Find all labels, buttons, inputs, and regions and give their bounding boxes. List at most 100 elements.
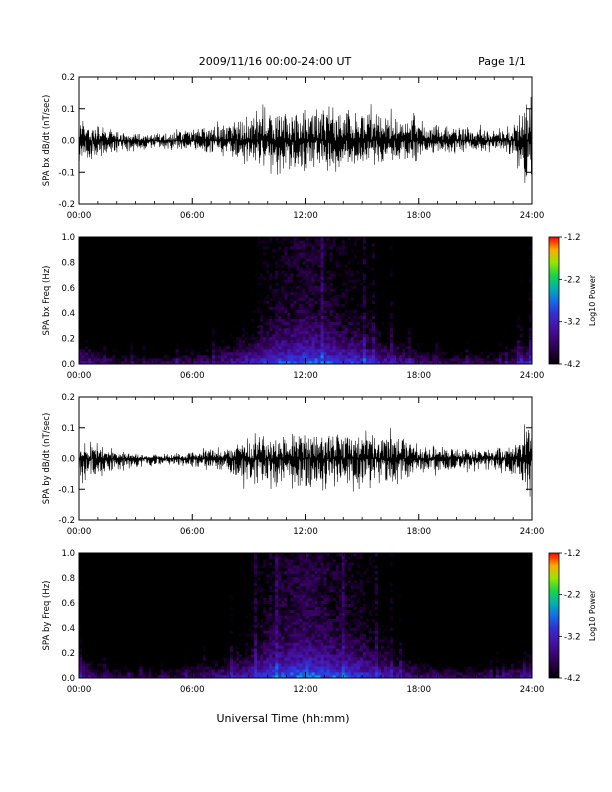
heatmap-cell xyxy=(254,339,258,344)
heatmap-cell xyxy=(308,300,312,304)
heatmap-cell xyxy=(263,261,267,265)
heatmap-cell xyxy=(193,333,198,338)
heatmap-cell xyxy=(290,348,294,353)
heatmap-cell xyxy=(242,288,246,292)
heatmap-cell xyxy=(384,315,388,320)
heatmap-cell xyxy=(272,327,276,332)
heatmap-cell xyxy=(211,348,216,353)
heatmap-cell xyxy=(94,261,98,265)
heatmap-cell xyxy=(115,264,119,268)
heatmap-cell xyxy=(408,249,412,253)
heatmap-cell xyxy=(359,312,364,317)
heatmap-cell xyxy=(411,360,415,365)
heatmap-cell xyxy=(127,282,131,286)
heatmap-cell xyxy=(338,327,343,332)
heatmap-cell xyxy=(311,246,315,250)
heatmap-cell xyxy=(257,237,261,241)
heatmap-cell xyxy=(254,255,258,259)
heatmap-cell xyxy=(91,333,95,338)
heatmap-cell xyxy=(169,285,174,289)
heatmap-cell xyxy=(154,351,158,356)
heatmap-cell xyxy=(429,252,433,256)
heatmap-cell xyxy=(175,339,180,344)
heatmap-cell xyxy=(420,354,424,359)
heatmap-cell xyxy=(332,327,337,332)
heatmap-cell xyxy=(405,264,409,268)
heatmap-cell xyxy=(178,351,183,356)
heatmap-cell xyxy=(142,282,146,286)
heatmap-cell xyxy=(160,336,164,341)
heatmap-cell xyxy=(402,306,406,310)
heatmap-cell xyxy=(245,345,249,350)
heatmap-cell xyxy=(356,291,361,295)
heatmap-cell xyxy=(169,237,174,241)
heatmap-cell xyxy=(335,282,340,286)
heatmap-cell xyxy=(193,297,198,301)
heatmap-cell xyxy=(269,333,273,338)
heatmap-cell xyxy=(121,321,125,326)
heatmap-cell xyxy=(245,285,249,289)
heatmap-cell xyxy=(172,240,177,244)
heatmap-cell xyxy=(202,324,207,329)
heatmap-cell xyxy=(233,315,237,320)
heatmap-cell xyxy=(281,267,285,271)
heatmap-cell xyxy=(91,264,95,268)
heatmap-cell xyxy=(121,348,125,353)
heatmap-cell xyxy=(290,342,294,347)
heatmap-cell xyxy=(257,324,261,329)
heatmap-cell xyxy=(344,246,349,250)
heatmap-cell xyxy=(100,282,104,286)
heatmap-cell xyxy=(269,324,273,329)
heatmap-cell xyxy=(408,327,412,332)
heatmap-cell xyxy=(181,252,186,256)
heatmap-cell xyxy=(242,276,246,280)
heatmap-cell xyxy=(293,300,297,304)
heatmap-cell xyxy=(175,264,180,268)
heatmap-cell xyxy=(220,327,225,332)
heatmap-cell xyxy=(374,246,379,250)
heatmap-cell xyxy=(263,300,267,304)
heatmap-cell xyxy=(341,342,346,347)
heatmap-cell xyxy=(381,300,385,304)
heatmap-cell xyxy=(414,243,418,247)
heatmap-cell xyxy=(145,315,149,320)
heatmap-cell xyxy=(284,294,288,298)
heatmap-cell xyxy=(196,303,201,307)
heatmap-cell xyxy=(305,333,309,338)
heatmap-cell xyxy=(184,342,189,347)
heatmap-cell xyxy=(88,243,92,247)
heatmap-cell xyxy=(127,330,131,335)
heatmap-cell xyxy=(257,258,261,262)
heatmap-cell xyxy=(275,330,279,335)
heatmap-cell xyxy=(341,354,346,359)
heatmap-cell xyxy=(426,324,430,329)
heatmap-cell xyxy=(254,327,258,332)
heatmap-cell xyxy=(226,345,231,350)
heatmap-cell xyxy=(127,303,131,307)
heatmap-cell xyxy=(420,282,424,286)
heatmap-cell xyxy=(172,270,177,274)
heatmap-cell xyxy=(217,282,222,286)
heatmap-cell xyxy=(320,255,325,259)
heatmap-cell xyxy=(181,330,186,335)
heatmap-cell xyxy=(190,315,195,320)
heatmap-cell xyxy=(245,255,249,259)
heatmap-cell xyxy=(88,279,92,283)
heatmap-cell xyxy=(226,282,231,286)
heatmap-cell xyxy=(275,288,279,292)
heatmap-cell xyxy=(429,321,433,326)
heatmap-cell xyxy=(426,348,430,353)
heatmap-cell xyxy=(269,327,273,332)
heatmap-cell xyxy=(323,294,328,298)
heatmap-cell xyxy=(217,303,222,307)
heatmap-cell xyxy=(148,249,152,253)
heatmap-cell xyxy=(88,252,92,256)
heatmap-cell xyxy=(202,273,207,277)
heatmap-cell xyxy=(169,288,174,292)
heatmap-cell xyxy=(211,306,216,310)
heatmap-cell xyxy=(429,285,433,289)
heatmap-cell xyxy=(377,351,382,356)
y-tick-label: 0.1 xyxy=(61,105,75,115)
heatmap-cell xyxy=(399,303,403,307)
heatmap-cell xyxy=(196,321,201,326)
